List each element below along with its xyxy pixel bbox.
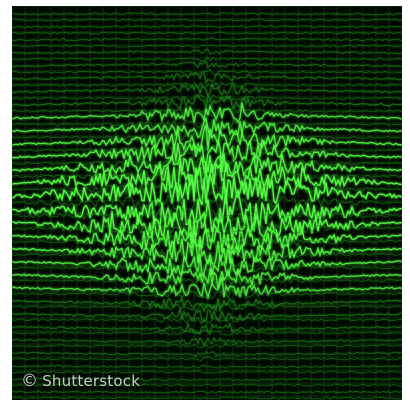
waveform-trace: [12, 31, 402, 35]
waveform-trace: [12, 247, 402, 261]
waveform-trace: [12, 37, 402, 42]
waveform-trace: [12, 370, 402, 374]
waveform-trace: [12, 69, 402, 75]
waveform-image: © Shutterstock: [12, 6, 402, 400]
waveform-trace: [12, 207, 402, 225]
waveform-trace: [12, 302, 402, 311]
waveform-trace: [12, 12, 402, 16]
waveform-trace: [12, 364, 402, 369]
watermark: © Shutterstock: [21, 372, 140, 390]
copyright-icon: ©: [21, 370, 39, 391]
waveform-trace: [12, 254, 402, 278]
waveform-trace: [12, 316, 402, 325]
waveform-trace: [12, 343, 402, 349]
waveform-trace: [12, 71, 402, 84]
waveform-trace: [12, 321, 402, 336]
waveform-trace: [12, 356, 402, 362]
waveform-trace: [12, 94, 402, 110]
watermark-text: Shutterstock: [42, 372, 141, 390]
waveform-trace: [12, 167, 402, 207]
waveform-trace: [12, 234, 402, 250]
waveform-trace: [12, 350, 402, 358]
waveform-trace: [12, 102, 402, 124]
waveform-trace: [12, 60, 402, 69]
waveform-trace: [12, 82, 402, 97]
waveform-trace: [12, 396, 402, 400]
waveform-trace: [12, 143, 402, 159]
waveform-trace: [12, 160, 402, 193]
waveform-trace: [12, 260, 402, 275]
waveform-trace: [12, 273, 402, 288]
waveform-trace: [12, 18, 402, 22]
oscilloscope-traces: [12, 6, 402, 400]
waveform-trace: [12, 44, 402, 48]
waveform-trace: [12, 390, 402, 394]
waveform-trace: [12, 329, 402, 336]
waveform-trace: [12, 219, 402, 254]
waveform-trace: [12, 81, 402, 89]
waveform-trace: [12, 48, 402, 55]
waveform-trace: [12, 122, 402, 153]
waveform-trace: [12, 56, 402, 62]
waveform-trace: [12, 153, 402, 179]
waveform-trace: [12, 296, 402, 313]
waveform-trace: [12, 118, 402, 129]
waveform-trace: [12, 308, 402, 323]
waveform-trace: [12, 383, 402, 387]
waveform-trace: [12, 138, 402, 167]
waveform-trace: [12, 276, 402, 300]
waveform-trace: [12, 288, 402, 300]
waveform-trace: [12, 206, 402, 243]
waveform-traces: [12, 12, 402, 400]
waveform-trace: [12, 188, 402, 233]
waveform-trace: [12, 116, 402, 139]
waveform-trace: [12, 24, 402, 29]
waveform-trace: [12, 377, 402, 382]
waveform-trace: [12, 336, 402, 347]
waveform-trace: [12, 267, 402, 289]
